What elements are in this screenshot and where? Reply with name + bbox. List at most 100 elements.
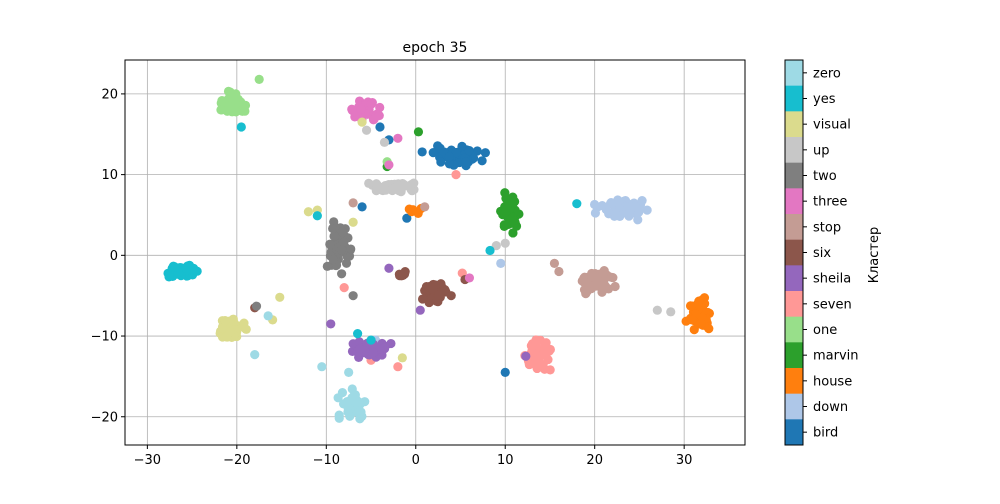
point-stop [606, 272, 617, 282]
point-down [615, 211, 625, 221]
point-stop [610, 281, 620, 292]
point-one [216, 105, 226, 115]
point-three [393, 133, 403, 143]
colorbar-swatch-yes [785, 85, 803, 112]
point-yes [485, 245, 495, 256]
point-zero [352, 396, 363, 406]
colorbar: zero yes visual up two three stop six sheila seve… [784, 59, 859, 446]
point-down [590, 208, 601, 218]
y-tick-label: 0 [110, 249, 118, 264]
colorbar-label-up: up [813, 143, 830, 158]
point-two [330, 231, 340, 241]
point-zero [342, 396, 352, 407]
y-tick-label: −10 [91, 330, 118, 345]
point-seven [339, 283, 349, 293]
point-yes [164, 272, 174, 282]
point-visual [275, 292, 285, 302]
series-sheila [326, 263, 531, 362]
series-bird [357, 122, 510, 377]
point-sheila [355, 344, 365, 354]
point-sheila [521, 351, 531, 361]
point-zero [263, 311, 273, 321]
point-bird [375, 122, 385, 132]
point-down [637, 196, 647, 206]
series-house [404, 203, 714, 335]
point-up [491, 241, 501, 251]
point-seven [393, 362, 403, 372]
point-visual [397, 353, 407, 363]
point-up [666, 307, 676, 317]
point-bird [477, 156, 487, 166]
point-stop [579, 285, 590, 295]
point-marvin [508, 198, 519, 208]
point-six [433, 290, 444, 300]
point-down [625, 205, 635, 215]
point-visual [303, 207, 314, 217]
point-bird [444, 151, 454, 162]
colorbar-swatch-seven [785, 291, 803, 318]
colorbar-swatch-up [785, 137, 803, 164]
colorbar-label-stop: stop [813, 220, 841, 235]
point-bird [444, 159, 455, 169]
point-up [409, 185, 419, 195]
point-up [379, 137, 390, 147]
colorbar-swatch-visual [785, 111, 803, 138]
point-visual [357, 117, 367, 127]
point-visual [239, 318, 249, 328]
colorbar-label-three: three [813, 195, 847, 210]
point-two [341, 258, 352, 268]
point-one [216, 98, 226, 108]
point-house [704, 324, 714, 334]
point-stop [554, 266, 564, 277]
point-zero [334, 413, 344, 423]
point-one [231, 107, 241, 117]
point-up [409, 178, 419, 188]
plot-frame [124, 59, 746, 446]
point-zero [317, 362, 327, 372]
point-two [337, 227, 348, 237]
colorbar-swatch-six [785, 239, 803, 266]
colorbar-swatch-stop [785, 214, 803, 241]
point-visual [220, 315, 230, 326]
colorbar-label-house: house [813, 374, 852, 389]
point-zero [355, 414, 365, 424]
point-down [633, 215, 643, 225]
point-zero [250, 350, 260, 360]
point-yes [312, 211, 322, 221]
colorbar-label-zero: zero [813, 66, 841, 81]
colorbar-swatch-zero [785, 60, 803, 87]
chart-title: epoch 35 [403, 40, 468, 56]
point-bird [436, 157, 446, 167]
point-up [361, 125, 372, 135]
point-three [384, 160, 394, 170]
point-bird [457, 141, 467, 151]
point-yes [572, 199, 582, 209]
point-bird [451, 147, 461, 158]
point-three [374, 110, 384, 121]
point-seven [531, 358, 541, 368]
series-stop [348, 198, 620, 299]
series-marvin [382, 127, 524, 238]
series-one [216, 74, 392, 167]
point-two [348, 291, 358, 301]
colorbar-swatch-two [785, 162, 803, 189]
point-bird [428, 148, 438, 158]
point-two [325, 239, 335, 249]
colorbar-label-six: six [813, 246, 831, 261]
colorbar-frame [784, 59, 804, 446]
point-house [696, 318, 706, 329]
point-marvin [501, 207, 511, 217]
point-house [687, 314, 697, 325]
colorbar-swatch-bird [785, 419, 803, 446]
colorbar-swatch-sheila [785, 265, 803, 292]
colorbar-label-seven: seven [813, 297, 852, 312]
x-tick-label: −10 [313, 453, 340, 468]
grid-lines [125, 60, 745, 445]
point-up [652, 305, 662, 315]
point-visual [225, 326, 236, 337]
colorbar-swatch-house [785, 368, 803, 395]
x-tick-label: 20 [586, 453, 603, 468]
colorbar-label-two: two [813, 169, 837, 184]
